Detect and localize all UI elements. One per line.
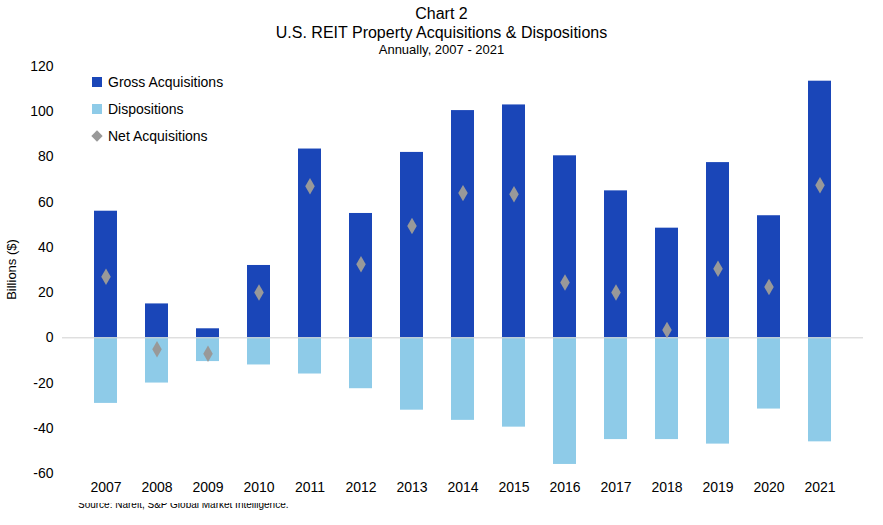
html-text:Gross Acquisitions: Gross Acquisitions [108,73,224,90]
svg-text:0: 0 [46,329,54,345]
svg-text:2018: 2018 [651,479,682,495]
html-text:Annually, 2007 - 2021: Annually, 2007 - 2021 [378,42,505,57]
svg-text:120: 120 [30,58,54,74]
svg-text:Billions ($): Billions ($) [4,239,19,300]
svg-text:-40: -40 [33,420,53,436]
svg-text:20: 20 [38,284,54,300]
svg-text:2010: 2010 [243,479,274,495]
svg-text:100: 100 [30,103,54,119]
svg-text:40: 40 [38,239,54,255]
svg-text:80: 80 [38,148,54,164]
html-text:Net Acquisitions: Net Acquisitions [108,127,208,144]
html-text:Chart 2: Chart 2 [415,5,468,22]
svg-text:2020: 2020 [753,479,784,495]
svg-text:2009: 2009 [192,479,223,495]
svg-text:2019: 2019 [702,479,733,495]
svg-text:2012: 2012 [345,479,376,495]
svg-text:2016: 2016 [549,479,580,495]
svg-text:2014: 2014 [447,479,478,495]
svg-text:2007: 2007 [90,479,121,495]
html-text:Dispositions: Dispositions [108,100,184,117]
svg-text:2008: 2008 [141,479,172,495]
svg-text:60: 60 [38,194,54,210]
html-text:U.S. REIT Property Acquisition: U.S. REIT Property Acquisitions & Dispos… [275,24,608,41]
svg-text:2021: 2021 [804,479,835,495]
svg-text:-60: -60 [33,465,53,481]
svg-text:2013: 2013 [396,479,427,495]
svg-text:2017: 2017 [600,479,631,495]
svg-text:-20: -20 [33,375,53,391]
svg-text:2011: 2011 [295,479,325,495]
html-text:Source: Nareit, S&P Global Mar: Source: Nareit, S&P Global Market Intell… [78,499,289,510]
svg-text:2015: 2015 [498,479,529,495]
